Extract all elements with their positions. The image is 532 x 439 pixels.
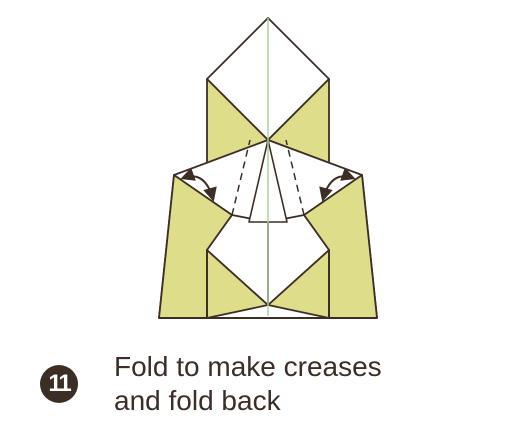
origami-diagram bbox=[158, 17, 378, 319]
step-caption: Fold to make creases and fold back bbox=[114, 350, 382, 418]
caption-line-1: Fold to make creases bbox=[114, 351, 382, 382]
right-fold-guide bbox=[285, 139, 305, 216]
step-number: 11 bbox=[48, 370, 71, 397]
left-fold-guide bbox=[231, 139, 251, 216]
step-number-badge: 11 bbox=[40, 365, 78, 403]
right-fold-arrow bbox=[319, 167, 356, 202]
caption-line-2: and fold back bbox=[114, 385, 281, 416]
left-fold-arrow bbox=[180, 167, 217, 202]
